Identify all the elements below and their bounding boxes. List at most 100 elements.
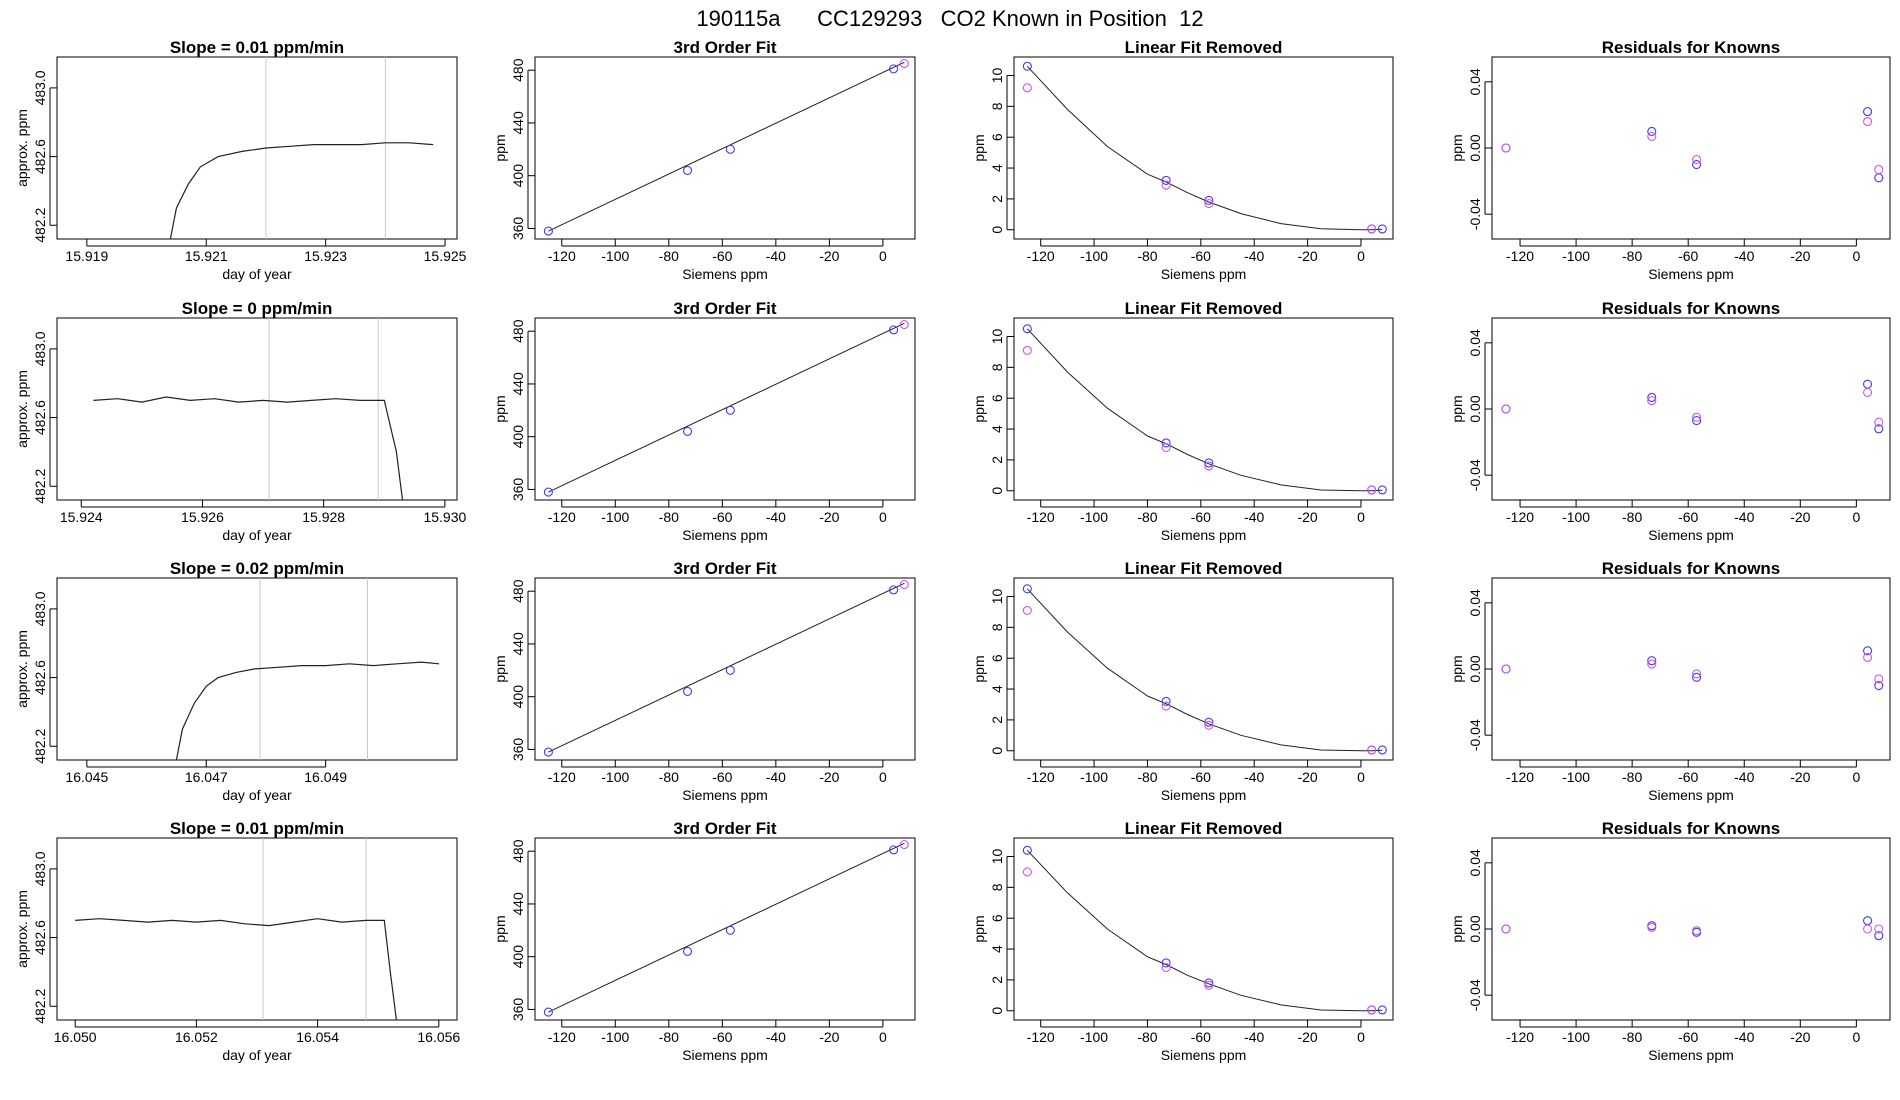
data-point <box>1501 664 1511 674</box>
y-tick-label: 8 <box>989 623 1005 631</box>
plot-title: Slope = 0.01 ppm/min <box>170 819 344 838</box>
fit-curve <box>548 61 905 232</box>
y-tick-label: -0.04 <box>1467 979 1483 1011</box>
fit-curve <box>1026 849 1383 1012</box>
x-tick-label: -120 <box>1027 248 1055 264</box>
data-point <box>1204 717 1214 727</box>
data-point <box>1377 1005 1387 1015</box>
y-tick-label: 483.0 <box>32 70 48 105</box>
y-tick-label: 0.00 <box>1467 655 1483 682</box>
y-tick-label: 10 <box>989 589 1005 605</box>
x-axis-label: Siemens ppm <box>682 787 768 803</box>
y-axis-label: ppm <box>492 395 508 422</box>
y-tick-label: 10 <box>989 849 1005 865</box>
data-trace <box>93 396 404 500</box>
plot-area <box>75 838 397 1020</box>
x-tick-label: -20 <box>1790 248 1810 264</box>
plot-area <box>1501 379 1884 434</box>
y-tick-label: 0.04 <box>1467 849 1483 876</box>
y-axis: 0 2 4 6 8 10 ppm <box>971 589 1014 755</box>
y-axis-label: ppm <box>971 134 987 161</box>
x-tick-label: -100 <box>1562 248 1590 264</box>
x-tick-label: -60 <box>712 509 732 525</box>
plot-title: Linear Fit Removed <box>1125 299 1283 318</box>
data-point <box>1161 438 1171 448</box>
x-tick-label: -100 <box>1080 509 1108 525</box>
x-tick-label: -20 <box>819 769 839 785</box>
x-axis-label: day of year <box>222 1047 292 1063</box>
data-point <box>543 487 553 497</box>
data-point <box>1204 978 1214 988</box>
plot-frame <box>1013 577 1394 761</box>
x-axis: -120 -100 -80 -60 -40 -20 0 Siemens ppm <box>1027 1020 1365 1063</box>
x-tick-label: -20 <box>1790 769 1810 785</box>
fit-curve <box>548 582 905 753</box>
data-point <box>1692 412 1702 422</box>
data-point <box>543 1007 553 1017</box>
x-tick-label: -40 <box>1244 509 1264 525</box>
y-axis: -0.04 0.00 0.04 ppm <box>1449 68 1492 230</box>
y-tick-label: 480 <box>510 579 526 603</box>
y-tick-label: 400 <box>510 685 526 709</box>
x-tick-label: -80 <box>1137 248 1157 264</box>
plot-area <box>93 318 404 500</box>
x-axis: 16.045 16.047 16.049 day of year <box>65 760 347 803</box>
data-point <box>899 320 909 330</box>
data-point <box>889 845 899 855</box>
x-axis: -120 -100 -80 -60 -40 -20 0 Siemens ppm <box>548 239 887 282</box>
data-point <box>1022 83 1032 93</box>
x-axis: 15.924 15.926 15.928 15.930 day of year <box>60 500 466 543</box>
data-point <box>1647 396 1657 406</box>
y-tick-label: 6 <box>989 654 1005 662</box>
x-tick-label: 0 <box>879 769 887 785</box>
data-point <box>889 325 899 335</box>
data-trace <box>175 661 440 760</box>
y-tick-label: -0.04 <box>1467 459 1483 491</box>
data-point <box>1874 924 1884 934</box>
x-tick-label: -20 <box>1297 509 1317 525</box>
data-point <box>1874 424 1884 434</box>
data-point <box>1204 458 1214 468</box>
data-point <box>1647 659 1657 669</box>
x-axis-label: Siemens ppm <box>1648 527 1734 543</box>
x-tick-label: -60 <box>712 248 732 264</box>
x-tick-label: -120 <box>1506 509 1534 525</box>
plot-area <box>169 57 434 239</box>
x-tick-label: 0 <box>879 248 887 264</box>
x-axis-label: Siemens ppm <box>1161 527 1247 543</box>
x-tick-label: 16.054 <box>296 1029 339 1045</box>
data-point <box>1647 126 1657 137</box>
x-tick-label: -120 <box>548 509 576 525</box>
y-tick-label: 10 <box>989 68 1005 84</box>
y-tick-label: 400 <box>510 164 526 188</box>
data-point <box>1874 164 1884 175</box>
x-tick-label: -100 <box>1080 769 1108 785</box>
x-tick-label: -100 <box>601 769 629 785</box>
plot-area <box>543 580 909 757</box>
x-tick-label: 16.045 <box>65 769 108 785</box>
x-tick-label: -40 <box>1244 1029 1264 1045</box>
x-tick-label: -20 <box>1790 509 1810 525</box>
x-tick-label: 0 <box>1852 509 1860 525</box>
x-tick-label: -60 <box>1678 1029 1698 1045</box>
y-tick-label: 483.0 <box>32 591 48 626</box>
x-tick-label: -100 <box>1080 1029 1108 1045</box>
x-tick-label: -20 <box>1297 769 1317 785</box>
plot-frame <box>1013 56 1394 240</box>
data-point <box>1692 155 1702 165</box>
panel-3-2: 3rd Order Fit -120 -100 -80 -60 -40 -20 0 Siemen… <box>492 559 916 803</box>
y-tick-label: 482.6 <box>32 139 48 174</box>
plot-frame <box>1491 317 1891 501</box>
x-axis-label: Siemens ppm <box>682 527 768 543</box>
plot-area <box>543 840 909 1017</box>
y-axis-label: ppm <box>1449 915 1465 942</box>
panel-2-3: Linear Fit Removed -120 -100 -80 -60 -40 -20 0 S… <box>971 299 1394 543</box>
x-axis-label: Siemens ppm <box>1648 787 1734 803</box>
x-tick-label: -40 <box>1734 1029 1754 1045</box>
data-point <box>1692 672 1702 682</box>
y-tick-label: 360 <box>510 738 526 762</box>
data-trace <box>169 142 434 239</box>
y-tick-label: 2 <box>989 195 1005 203</box>
